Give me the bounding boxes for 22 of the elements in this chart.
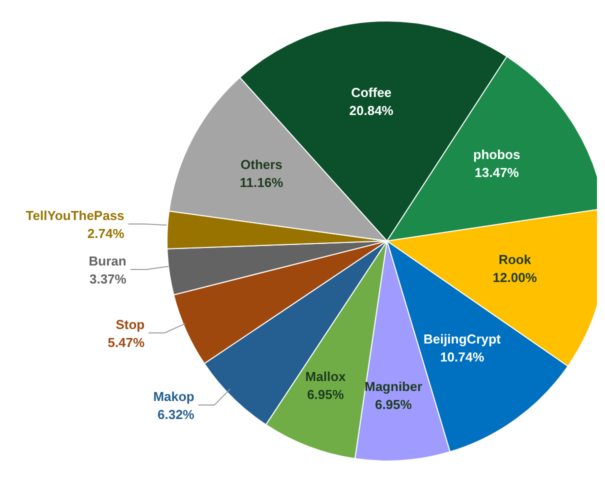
slice-label: Stop: [116, 316, 145, 332]
data-label: 12.00%: [492, 270, 538, 285]
slice-label: Magniber: [364, 378, 422, 394]
slice-label: Buran: [88, 254, 126, 269]
data-label: 13.47%: [474, 165, 520, 180]
slice-label: Mallox: [305, 368, 347, 384]
slice-label: TellYouThePass: [26, 208, 124, 223]
slice-label: phobos: [473, 147, 520, 162]
data-label: 6.95%: [307, 386, 344, 402]
data-label: 11.16%: [240, 175, 284, 190]
data-label: 5.47%: [108, 334, 146, 350]
data-label: 20.84%: [349, 103, 394, 118]
data-label: 3.37%: [90, 272, 127, 287]
slice-label: BeijingCrypt: [423, 331, 502, 346]
slice-label: Makop: [153, 388, 194, 404]
data-label: 6.32%: [158, 406, 195, 422]
data-label: 6.95%: [374, 396, 412, 412]
slice-label: Coffee: [351, 85, 392, 100]
slice-label: Rook: [498, 252, 532, 267]
data-label: 10.74%: [440, 349, 485, 364]
slice-label: Others: [240, 157, 282, 172]
data-label: 2.74%: [87, 226, 125, 241]
